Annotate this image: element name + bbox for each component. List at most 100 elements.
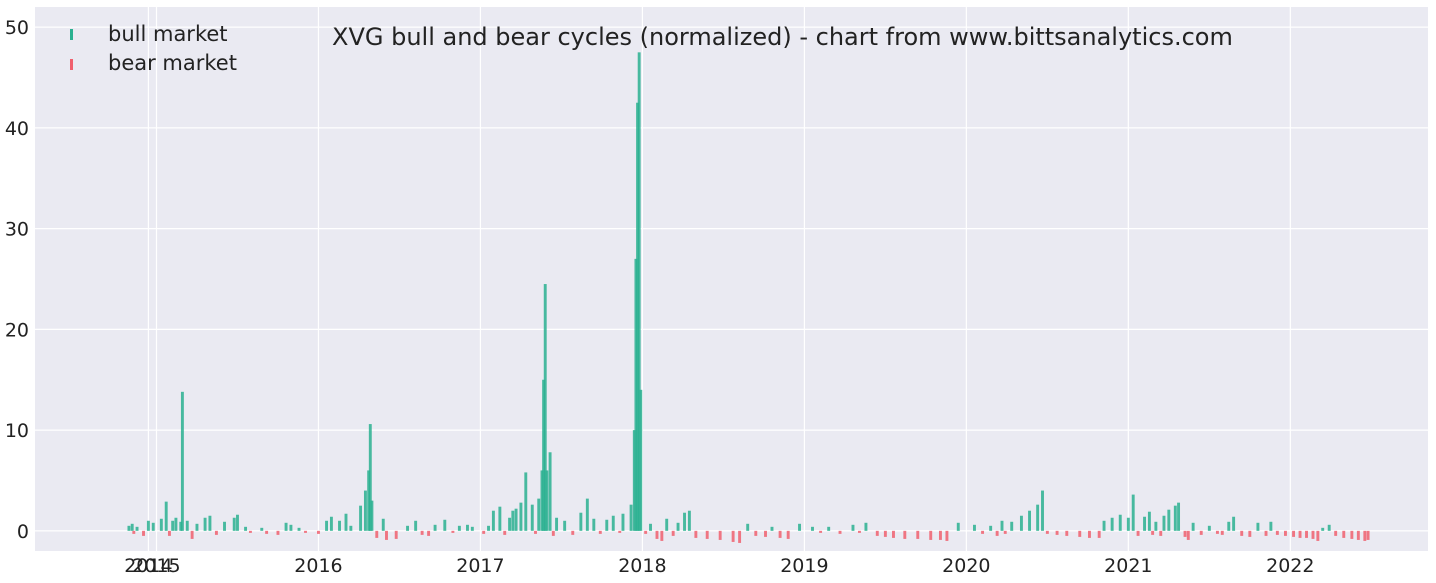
bar-bull (864, 522, 868, 531)
bar-bear (1305, 530, 1308, 538)
bar-bull (629, 504, 633, 531)
x-tick-label: 2022 (1266, 555, 1314, 577)
y-tick-label: 50 (5, 17, 29, 39)
bar-bull (359, 505, 363, 531)
bar-bear (754, 530, 758, 536)
bar-bull (956, 522, 960, 531)
bar-bull (1131, 494, 1135, 531)
bar-bear (132, 530, 136, 534)
bar-bear (1183, 530, 1187, 537)
bar-bull (605, 519, 609, 531)
bar-bull (368, 424, 372, 531)
bar-bear (1334, 530, 1338, 536)
bar-bull (973, 524, 976, 531)
bar-bull (621, 513, 625, 531)
bar-bear (883, 530, 887, 537)
bar-bear (903, 530, 907, 539)
bar-bull (542, 379, 546, 531)
bar-bear (503, 530, 507, 535)
legend-label-bull: bull market (108, 22, 228, 46)
bar-bull (637, 52, 641, 531)
bar-bull (683, 512, 686, 531)
y-tick-label: 0 (17, 521, 29, 543)
bar-bull (1321, 527, 1325, 531)
x-tick-label: 2020 (942, 555, 990, 577)
bar-bull (349, 525, 353, 531)
x-tick-label: 2021 (1104, 555, 1152, 577)
legend-marker-bear (70, 59, 73, 70)
bar-bull (297, 527, 301, 531)
bar-bear (1316, 530, 1320, 541)
bar-bull (543, 284, 547, 531)
bar-bull (1173, 505, 1177, 531)
bar-bull (329, 516, 333, 531)
bar-bull (1028, 510, 1031, 531)
bar-bear (1284, 530, 1287, 536)
bar-bear (304, 530, 307, 533)
bar-bear (738, 530, 742, 543)
bar-bull (195, 523, 199, 531)
bar-bull (798, 523, 801, 531)
bar-bull (687, 510, 691, 531)
bar-bear (1292, 530, 1296, 537)
bars (127, 52, 1370, 543)
bar-bear (1356, 530, 1360, 540)
bar-bull (164, 501, 168, 531)
bar-bull (1269, 521, 1273, 531)
legend-label-bear: bear market (108, 51, 237, 75)
bar-bear (694, 530, 698, 538)
x-tick-label: 2019 (780, 555, 828, 577)
bar-bear (1097, 530, 1101, 538)
bar-bull (811, 526, 814, 531)
bar-bull (367, 470, 371, 531)
bar-bear (916, 530, 920, 539)
y-tick-label: 10 (5, 420, 29, 442)
bar-bear (1186, 530, 1190, 540)
bar-bull (1327, 524, 1331, 531)
bar-bull (636, 102, 640, 531)
bar-bull (989, 525, 993, 531)
bar-bull (537, 498, 541, 531)
bar-bull (260, 527, 264, 531)
bar-bull (514, 508, 518, 531)
bar-bull (1154, 521, 1158, 531)
bar-bull (244, 526, 248, 531)
bar-bear (929, 530, 933, 540)
bar-bull (1019, 515, 1023, 531)
bar-bear (571, 530, 575, 535)
bar-bull (1256, 522, 1260, 531)
bar-bear (1065, 530, 1069, 536)
bar-bear (534, 530, 537, 534)
bar-bear (945, 530, 949, 541)
bar-bull (827, 526, 831, 531)
bar-bear (892, 530, 895, 538)
bar-bull (185, 520, 189, 531)
bar-bear (1350, 530, 1354, 539)
bar-bear (764, 530, 767, 537)
bar-bull (1191, 522, 1195, 531)
bar-bear (644, 530, 648, 534)
bar-bull (338, 520, 341, 531)
bar-bull (1143, 516, 1146, 531)
bar-bull (508, 517, 512, 531)
bar-bear (385, 530, 388, 540)
bar-bull (363, 490, 367, 531)
bar-bull (540, 470, 544, 531)
y-tick-label: 40 (5, 118, 29, 140)
bar-bull (159, 518, 163, 531)
bar-bear (1159, 530, 1163, 536)
bar-bear (1342, 530, 1346, 538)
bar-bear (1078, 530, 1082, 537)
bar-bull (135, 526, 139, 531)
bar-bull (443, 519, 447, 531)
bar-bull (1232, 516, 1236, 531)
legend: bull market bear market (70, 22, 237, 75)
bar-bull (232, 517, 236, 531)
bar-bull (208, 515, 212, 531)
bar-bear (482, 530, 486, 534)
bar-bull (236, 514, 239, 531)
bar-bear (265, 530, 269, 534)
bar-bear (1311, 530, 1315, 539)
